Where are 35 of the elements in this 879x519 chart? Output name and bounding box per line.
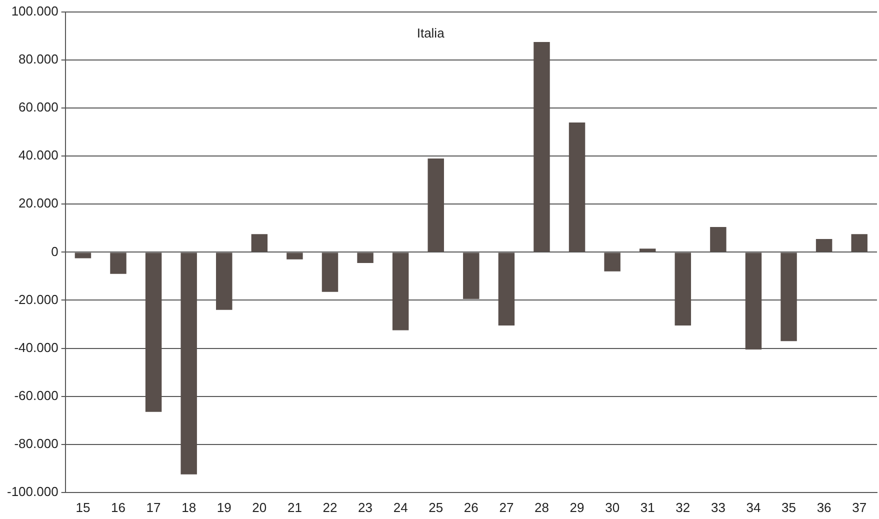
- x-tick-label: 24: [393, 500, 408, 515]
- y-tick-label: 20.000: [18, 196, 58, 211]
- x-tick-label: 21: [287, 500, 302, 515]
- text: Italia: [416, 26, 446, 41]
- y-tick-label: -80.000: [14, 436, 58, 451]
- y-tick-label: -60.000: [14, 388, 58, 403]
- y-tick-label: -100.000: [6, 484, 58, 499]
- x-tick-label: 16: [111, 500, 126, 515]
- x-tick-label: 18: [182, 500, 196, 515]
- y-tick-label: -20.000: [14, 292, 58, 307]
- x-tick-label: 29: [570, 500, 584, 515]
- x-tick-label: 28: [534, 500, 549, 515]
- x-tick-label: 27: [499, 500, 514, 515]
- x-tick-label: 22: [322, 500, 338, 515]
- x-tick-label: 36: [816, 500, 832, 515]
- y-tick-label: 60.000: [18, 100, 58, 115]
- x-tick-label: 32: [676, 500, 690, 515]
- y-tick-label: 80.000: [18, 52, 58, 67]
- x-tick-label: 15: [76, 500, 90, 515]
- x-tick-label: 25: [428, 500, 444, 515]
- x-tick-label: 33: [710, 500, 726, 515]
- x-tick-label: 26: [464, 500, 478, 515]
- y-tick-label: 100.000: [11, 4, 58, 19]
- x-tick-label: 30: [605, 500, 620, 515]
- x-tick-label: 34: [746, 500, 761, 515]
- x-tick-label: 17: [146, 500, 161, 515]
- x-tick-label: 35: [782, 500, 796, 515]
- y-tick-label: 0: [51, 244, 58, 259]
- y-tick-label: -40.000: [14, 340, 58, 355]
- x-tick-label: 31: [640, 500, 655, 515]
- y-tick-label: 40.000: [18, 148, 58, 163]
- x-tick-label: 37: [852, 500, 867, 515]
- x-tick-label: 23: [358, 500, 373, 515]
- x-tick-label: 20: [252, 500, 267, 515]
- x-tick-label: 19: [216, 500, 232, 515]
